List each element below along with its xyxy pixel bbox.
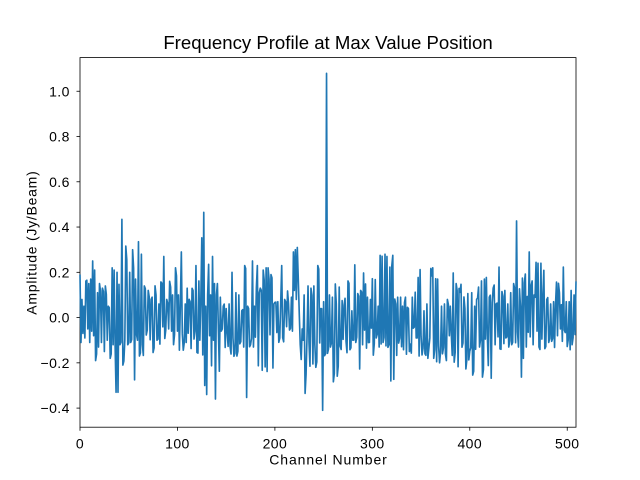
svg-text:0.4: 0.4 [49,219,70,235]
svg-text:0.8: 0.8 [49,129,70,145]
svg-text:500: 500 [555,435,580,451]
svg-text:Channel Number: Channel Number [269,452,387,468]
svg-text:300: 300 [360,435,385,451]
svg-text:1.0: 1.0 [49,83,70,99]
svg-text:0.2: 0.2 [49,264,70,280]
svg-text:Frequency Profile at Max Value: Frequency Profile at Max Value Position [163,32,492,53]
svg-text:0.0: 0.0 [49,310,70,326]
svg-text:200: 200 [263,435,288,451]
svg-text:−0.4: −0.4 [41,400,70,416]
svg-text:0: 0 [76,435,84,451]
svg-text:0.6: 0.6 [49,174,70,190]
svg-text:Amplitude (Jy/Beam): Amplitude (Jy/Beam) [24,171,40,315]
svg-text:−0.2: −0.2 [41,355,70,371]
svg-text:100: 100 [165,435,190,451]
svg-text:400: 400 [457,435,482,451]
